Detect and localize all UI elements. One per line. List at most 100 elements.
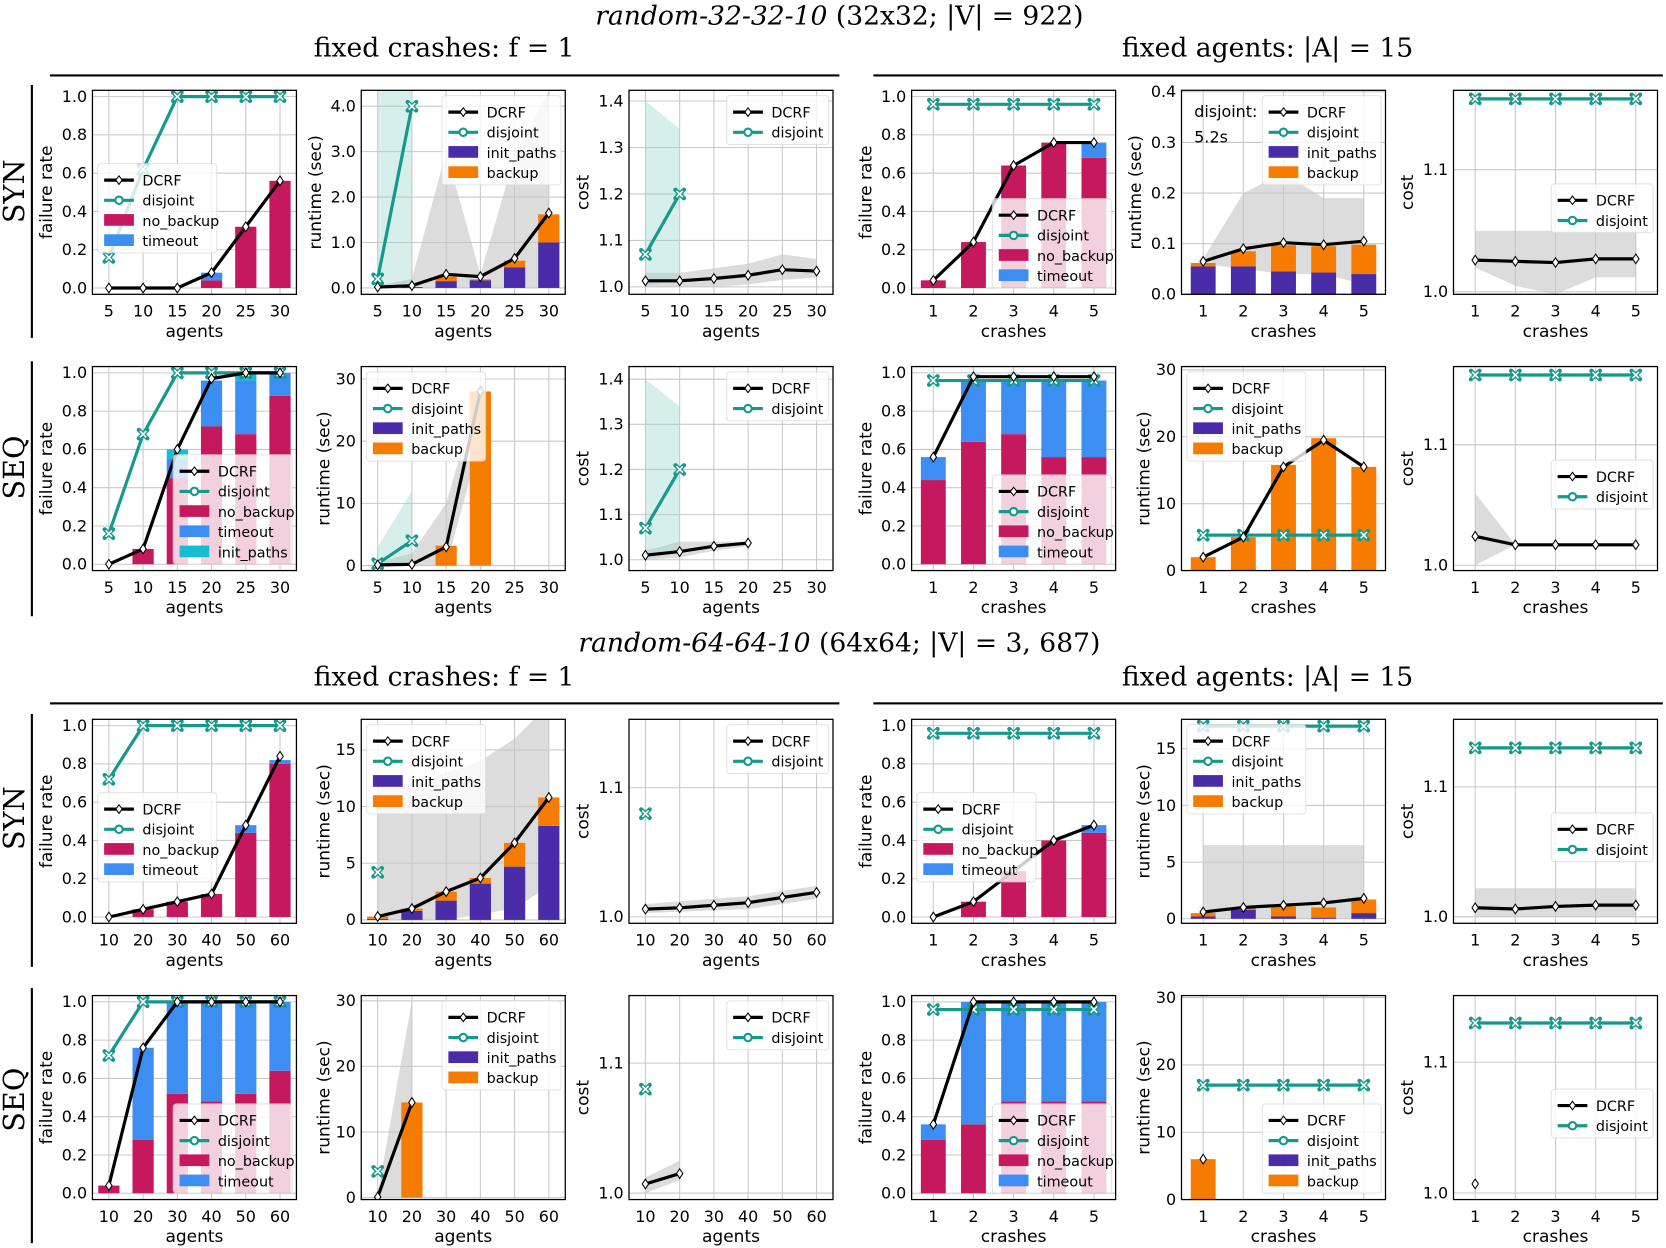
y-tick-label: 0.3 bbox=[1151, 133, 1176, 152]
disjoint-point-inner bbox=[675, 190, 684, 198]
y-tick-label: 0 bbox=[346, 910, 356, 929]
plot-area bbox=[371, 90, 560, 293]
axes-frame bbox=[1180, 718, 1387, 924]
legend-no_backup-swatch bbox=[179, 505, 210, 517]
x-axis-label: crashes bbox=[1251, 951, 1317, 971]
dcrf-point bbox=[929, 451, 938, 463]
dcrf-point bbox=[812, 265, 821, 277]
subplot-18: 1 2 3 4 5 1.0 1.1 crashes cost DCRF disjoint bbox=[1398, 718, 1659, 971]
y-tick-label: 20 bbox=[1156, 1055, 1176, 1074]
bar-init_paths bbox=[1311, 917, 1337, 919]
disjoint-line bbox=[644, 468, 682, 529]
bar-timeout bbox=[235, 380, 257, 435]
disjoint-point-inner bbox=[1632, 744, 1640, 752]
legend-timeout-swatch bbox=[923, 863, 954, 875]
dcrf-point bbox=[105, 1179, 113, 1192]
disjoint-point-inner bbox=[1591, 744, 1600, 752]
axes-frame bbox=[91, 994, 298, 1201]
dcrf-point bbox=[1239, 243, 1248, 255]
legend-label: disjoint bbox=[771, 402, 823, 418]
legend-label: init_paths bbox=[411, 422, 481, 438]
dcrf-point bbox=[1239, 901, 1248, 914]
dcrf-point bbox=[929, 911, 938, 923]
bar-no_backup bbox=[1041, 840, 1067, 917]
legend-label: disjoint bbox=[1596, 214, 1648, 230]
y-tick-label: 1.0 bbox=[881, 363, 906, 382]
dcrf-line bbox=[645, 268, 817, 283]
disjoint-point-inner bbox=[1551, 371, 1560, 379]
y-axis-label: runtime (sec) bbox=[1135, 764, 1155, 878]
bar-backup bbox=[1271, 906, 1296, 917]
legend-label: DCRF bbox=[487, 105, 526, 121]
x-tick-label: 4 bbox=[1591, 1207, 1601, 1226]
x-tick-label: 20 bbox=[201, 578, 221, 597]
disjoint-point-inner bbox=[1511, 95, 1520, 103]
x-tick-label: 1 bbox=[1470, 1207, 1480, 1226]
dcrf-point bbox=[1511, 539, 1520, 551]
bar-no_backup bbox=[961, 441, 986, 565]
y-tick-label: 1.0 bbox=[1423, 1183, 1448, 1202]
x-tick-label: 15 bbox=[436, 302, 456, 321]
legend-disjoint-marker bbox=[1567, 491, 1578, 502]
subplot-11: 1 2 3 4 5 0 10 20 30 crashes runtime (sec) DCRF disj… bbox=[1135, 360, 1387, 618]
legend-disjoint-marker bbox=[1567, 1120, 1578, 1131]
x-tick-label: 1 bbox=[928, 302, 938, 321]
legend-label: no_backup bbox=[142, 843, 219, 859]
bar-init_paths bbox=[538, 825, 560, 920]
dcrf-point bbox=[1591, 899, 1600, 911]
bar-init_paths bbox=[1271, 271, 1296, 295]
dcrf-point bbox=[641, 275, 650, 287]
legend-dcrf-marker bbox=[190, 1115, 199, 1126]
bar-backup bbox=[1311, 907, 1337, 918]
y-tick-label: 1.0 bbox=[62, 363, 87, 382]
legend-dcrf-marker bbox=[1279, 106, 1288, 118]
x-tick-label: 1 bbox=[1470, 931, 1480, 950]
bar-no_backup bbox=[200, 280, 223, 288]
dcrf-point bbox=[1199, 255, 1208, 268]
x-tick-label: 1 bbox=[928, 931, 938, 950]
legend-label: disjoint bbox=[1596, 490, 1648, 506]
dcrf-point bbox=[476, 872, 485, 884]
x-axis-label: agents bbox=[434, 1227, 492, 1247]
x-tick-label: 50 bbox=[772, 931, 792, 950]
axes-frame bbox=[360, 89, 566, 295]
dcrf-point bbox=[1049, 996, 1058, 1008]
x-tick-label: 3 bbox=[1550, 931, 1560, 950]
bar-init_paths bbox=[435, 900, 457, 920]
dcrf-point bbox=[675, 545, 684, 558]
bar-no_backup bbox=[269, 180, 291, 288]
legend-label: disjoint bbox=[218, 1134, 270, 1150]
x-tick-label: 3 bbox=[1278, 578, 1288, 597]
x-tick-label: 4 bbox=[1049, 578, 1059, 597]
legend-disjoint-marker bbox=[383, 403, 393, 414]
y-axis-label: failure rate bbox=[37, 1051, 57, 1145]
y-tick-label: 0.6 bbox=[62, 163, 87, 182]
y-tick-label: 2.0 bbox=[331, 187, 356, 206]
bar-init_paths bbox=[1311, 272, 1337, 295]
plot-area bbox=[102, 719, 291, 923]
x-axis-label: crashes bbox=[1251, 322, 1317, 342]
x-tick-label: 25 bbox=[236, 302, 256, 321]
axes-frame bbox=[1452, 994, 1659, 1201]
legend-label: DCRF bbox=[1231, 382, 1270, 398]
legend-disjoint-marker bbox=[1203, 403, 1213, 414]
bar-init_paths bbox=[538, 242, 560, 288]
disjoint-point-inner bbox=[1591, 95, 1600, 103]
y-tick-label: 1.1 bbox=[598, 505, 623, 524]
x-axis-label: agents bbox=[165, 951, 223, 971]
y-axis-label: failure rate bbox=[37, 422, 57, 516]
dcrf-point bbox=[373, 559, 382, 571]
legend-disjoint-marker bbox=[383, 756, 393, 767]
y-axis-label: failure rate bbox=[856, 422, 876, 516]
dcrf-point bbox=[1090, 370, 1098, 383]
y-tick-label: 20 bbox=[336, 432, 356, 451]
bar-no_backup bbox=[235, 226, 257, 288]
disjoint-point-inner bbox=[1591, 1019, 1600, 1027]
y-tick-label: 0.8 bbox=[62, 125, 87, 144]
bar-backup bbox=[1230, 251, 1256, 267]
dcrf-point bbox=[675, 1167, 684, 1180]
x-axis-label: crashes bbox=[1251, 1227, 1317, 1247]
disjoint-point-inner bbox=[1632, 371, 1640, 379]
legend-label: disjoint bbox=[142, 823, 194, 839]
